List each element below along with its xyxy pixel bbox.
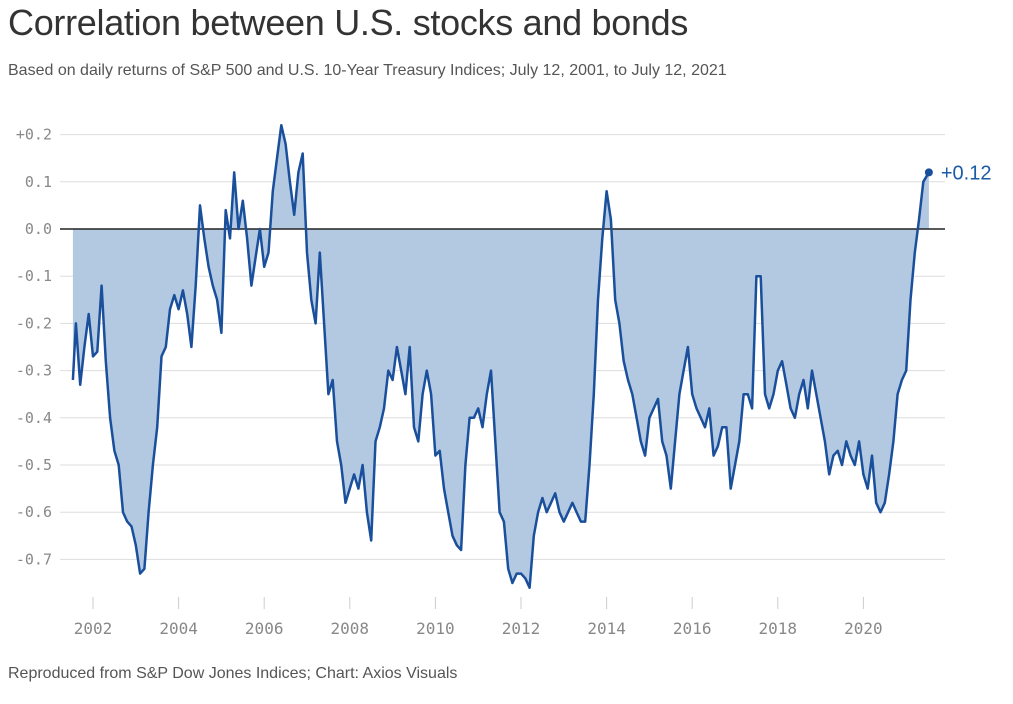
x-tick-label: 2004 (159, 619, 198, 638)
correlation-line (71, 123, 930, 589)
y-tick-label: -0.3 (16, 362, 52, 380)
x-tick-label: 2018 (759, 619, 798, 638)
y-tick-label: -0.5 (16, 456, 52, 474)
x-tick-label: 2010 (416, 619, 455, 638)
end-point-marker (924, 168, 933, 177)
y-tick-label: -0.1 (16, 267, 52, 285)
chart-title: Correlation between U.S. stocks and bond… (8, 2, 689, 43)
y-tick-label: 0.0 (25, 220, 52, 238)
source-note: Reproduced from S&P Dow Jones Indices; C… (8, 665, 458, 682)
x-tick-label: 2006 (245, 619, 284, 638)
x-tick-label: 2002 (74, 619, 113, 638)
y-tick-label: 0.1 (25, 173, 52, 191)
correlation-area (72, 125, 929, 588)
chart-subtitle: Based on daily returns of S&P 500 and U.… (8, 62, 727, 79)
x-tick-label: 2012 (502, 619, 541, 638)
x-tick-label: 2014 (587, 619, 626, 638)
x-tick-label: 2016 (673, 619, 712, 638)
x-tick-label: 2020 (844, 619, 883, 638)
y-tick-label: -0.6 (16, 503, 52, 521)
y-axis-ticks: +0.2 0.1 0.0 -0.1 -0.2 -0.3 -0.4 -0.5 -0.6 -0.7 (16, 126, 52, 569)
y-tick-label: -0.4 (16, 409, 52, 427)
y-tick-label: -0.7 (16, 550, 52, 568)
x-tick-label: 2008 (331, 619, 370, 638)
x-axis-ticks: 2002 2004 2006 2008 2010 2012 2014 2016 2018 2020 (74, 597, 883, 638)
y-tick-label: -0.2 (16, 314, 52, 332)
y-tick-label: +0.2 (16, 126, 52, 144)
end-value-label: +0.12 (941, 162, 992, 184)
